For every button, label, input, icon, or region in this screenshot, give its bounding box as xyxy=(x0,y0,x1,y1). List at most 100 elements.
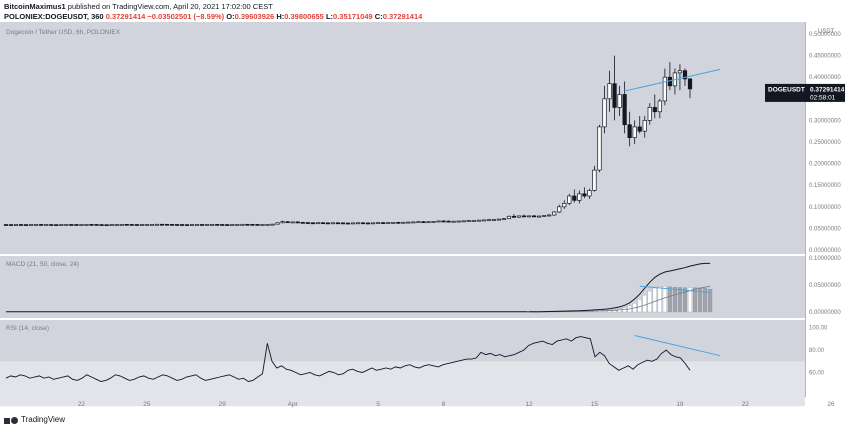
candle-body xyxy=(210,224,215,226)
candle xyxy=(210,224,215,226)
candle xyxy=(54,224,59,226)
candle xyxy=(521,214,527,218)
candle xyxy=(154,223,159,226)
candle xyxy=(677,64,683,91)
macd-histogram-bar xyxy=(672,287,677,313)
candle-body xyxy=(471,220,476,222)
tradingview-logo-icon xyxy=(4,416,18,424)
candle-body xyxy=(164,223,170,226)
candle-body xyxy=(18,224,24,226)
candle xyxy=(627,111,632,147)
candle xyxy=(8,224,14,226)
candle xyxy=(305,222,310,224)
candle-body xyxy=(200,224,205,226)
author-name[interactable]: BitcoinMaximus1 xyxy=(4,2,66,11)
yticks-y-tick: 0.50000000 xyxy=(809,32,841,38)
chart-area[interactable]: Dogecoin / Tether USD, 6h, POLONIEX USDT… xyxy=(0,22,850,410)
candle-body xyxy=(451,220,456,223)
candle xyxy=(567,193,572,206)
candle-body xyxy=(8,224,14,226)
candle-body xyxy=(189,224,195,226)
candle xyxy=(491,218,496,221)
candle-body xyxy=(642,120,647,132)
candle xyxy=(144,224,149,226)
macd-histogram-bar xyxy=(698,287,703,313)
candle-body xyxy=(657,100,662,113)
chart-title: Dogecoin / Tether USD, 6h, POLONIEX xyxy=(6,29,121,36)
candle xyxy=(310,222,315,225)
candle-body xyxy=(592,169,597,191)
x-tick-label: 5 xyxy=(376,401,380,408)
rsi-y-tick: 80.00 xyxy=(809,348,825,354)
candle xyxy=(511,214,517,219)
candle xyxy=(164,223,170,226)
candle-body xyxy=(371,222,376,225)
candle xyxy=(159,223,165,226)
candle xyxy=(134,224,139,226)
candle xyxy=(647,103,652,125)
candle-body xyxy=(547,214,552,217)
candle-body xyxy=(426,221,431,224)
rsi-y-tick: 60.00 xyxy=(809,371,825,377)
candle xyxy=(345,222,351,225)
ohlc-high: 0.39800655 xyxy=(284,12,324,21)
x-tick-label: 22 xyxy=(742,401,750,408)
candle xyxy=(84,224,89,226)
candle-body xyxy=(235,224,240,226)
rsi-y-tick: 100.00 xyxy=(809,326,828,332)
candle-body xyxy=(461,220,466,223)
ohlc-low: 0.35171049 xyxy=(333,12,373,21)
candle xyxy=(59,224,64,226)
candle-body xyxy=(345,222,351,225)
candle-body xyxy=(230,224,235,226)
candle xyxy=(280,220,285,224)
candle xyxy=(642,116,647,138)
candle-body xyxy=(250,223,255,226)
candle-body xyxy=(360,222,366,225)
candle-body xyxy=(24,224,29,226)
candle xyxy=(446,220,451,223)
candle xyxy=(355,222,361,225)
candle xyxy=(622,81,627,134)
candle-body xyxy=(577,193,582,201)
candle xyxy=(516,215,522,219)
candle xyxy=(189,224,195,226)
candle xyxy=(371,222,376,225)
candle xyxy=(350,222,356,225)
candle xyxy=(225,224,230,226)
candle-body xyxy=(270,223,275,226)
price-label: DOGEUSDT 0.37291414 02:58:01 xyxy=(765,83,845,102)
candle-body xyxy=(89,224,94,226)
candle-body xyxy=(74,224,79,226)
candle-body xyxy=(491,219,496,221)
candle-body xyxy=(109,224,114,226)
candle xyxy=(436,220,441,223)
candle-body xyxy=(350,222,356,225)
candle-body xyxy=(516,215,522,218)
candle-body xyxy=(84,224,89,226)
candle-body xyxy=(607,83,612,100)
macd-histogram-bar xyxy=(647,290,652,313)
candle xyxy=(391,222,396,224)
y-axis-ticks: 0.500000000.450000000.400000000.35000000… xyxy=(809,32,841,377)
candle-body xyxy=(265,223,270,226)
candle-body xyxy=(376,222,381,225)
x-tick-label: 22 xyxy=(78,401,86,408)
candle-body xyxy=(421,221,426,224)
candle xyxy=(295,221,300,224)
macd-series xyxy=(6,262,713,313)
macd-line xyxy=(529,262,711,313)
candle xyxy=(366,222,371,225)
candle-body xyxy=(114,224,119,226)
footer-brand[interactable]: TradingView xyxy=(4,415,65,424)
candle-body xyxy=(205,224,210,226)
price-pane[interactable] xyxy=(0,22,805,254)
candle-body xyxy=(29,224,34,226)
candle-body xyxy=(647,107,652,121)
candle-body xyxy=(169,224,175,226)
candle-body xyxy=(637,126,642,132)
candle xyxy=(285,221,290,224)
candle xyxy=(325,222,330,225)
macd-histogram-bar xyxy=(703,288,708,313)
candle xyxy=(179,224,185,226)
